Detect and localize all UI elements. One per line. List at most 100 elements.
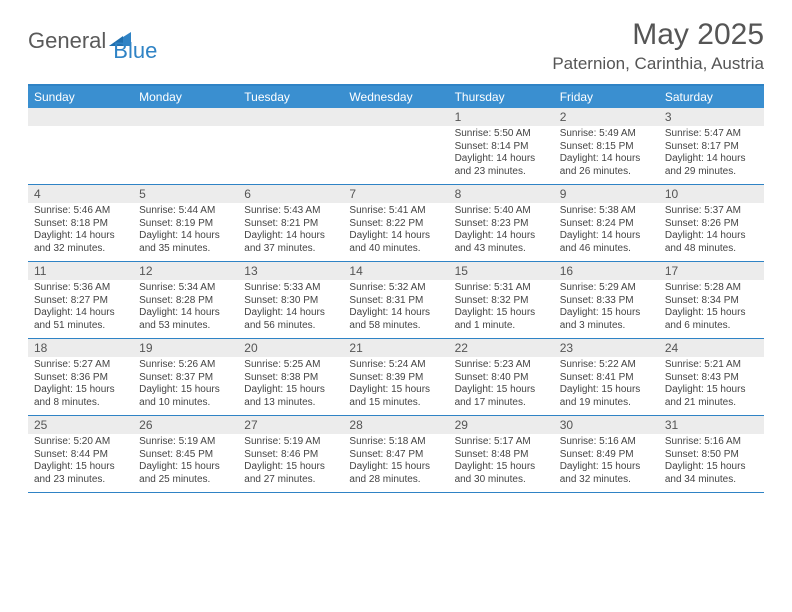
day-number <box>343 108 448 126</box>
calendar: Sunday Monday Tuesday Wednesday Thursday… <box>28 84 764 493</box>
day-number: 1 <box>449 108 554 126</box>
day-cell: Sunrise: 5:41 AMSunset: 8:22 PMDaylight:… <box>343 203 448 261</box>
sunset-text: Sunset: 8:19 PM <box>139 218 232 231</box>
day-cell <box>238 126 343 184</box>
day-of-week-row: Sunday Monday Tuesday Wednesday Thursday… <box>28 86 764 108</box>
day-cell: Sunrise: 5:19 AMSunset: 8:46 PMDaylight:… <box>238 434 343 492</box>
day-cell: Sunrise: 5:20 AMSunset: 8:44 PMDaylight:… <box>28 434 133 492</box>
day-cell: Sunrise: 5:28 AMSunset: 8:34 PMDaylight:… <box>659 280 764 338</box>
sunrise-text: Sunrise: 5:26 AM <box>139 359 232 372</box>
sunset-text: Sunset: 8:17 PM <box>665 141 758 154</box>
day-cell: Sunrise: 5:34 AMSunset: 8:28 PMDaylight:… <box>133 280 238 338</box>
sunrise-text: Sunrise: 5:32 AM <box>349 282 442 295</box>
day-number: 4 <box>28 185 133 203</box>
daylight-text: Daylight: 15 hours and 21 minutes. <box>665 384 758 409</box>
daylight-text: Daylight: 15 hours and 8 minutes. <box>34 384 127 409</box>
daylight-text: Daylight: 14 hours and 43 minutes. <box>455 230 548 255</box>
day-number: 31 <box>659 416 764 434</box>
daylight-text: Daylight: 14 hours and 40 minutes. <box>349 230 442 255</box>
daylight-text: Daylight: 15 hours and 1 minute. <box>455 307 548 332</box>
sunset-text: Sunset: 8:36 PM <box>34 372 127 385</box>
daylight-text: Daylight: 14 hours and 26 minutes. <box>560 153 653 178</box>
day-number: 20 <box>238 339 343 357</box>
sunrise-text: Sunrise: 5:17 AM <box>455 436 548 449</box>
day-cell: Sunrise: 5:24 AMSunset: 8:39 PMDaylight:… <box>343 357 448 415</box>
week-row: 18192021222324Sunrise: 5:27 AMSunset: 8:… <box>28 339 764 416</box>
day-number: 19 <box>133 339 238 357</box>
day-number: 23 <box>554 339 659 357</box>
sunset-text: Sunset: 8:18 PM <box>34 218 127 231</box>
day-cell: Sunrise: 5:18 AMSunset: 8:47 PMDaylight:… <box>343 434 448 492</box>
week-row: 25262728293031Sunrise: 5:20 AMSunset: 8:… <box>28 416 764 493</box>
day-number: 30 <box>554 416 659 434</box>
day-number: 24 <box>659 339 764 357</box>
sunrise-text: Sunrise: 5:44 AM <box>139 205 232 218</box>
sunrise-text: Sunrise: 5:28 AM <box>665 282 758 295</box>
sunrise-text: Sunrise: 5:43 AM <box>244 205 337 218</box>
sunrise-text: Sunrise: 5:38 AM <box>560 205 653 218</box>
daylight-text: Daylight: 15 hours and 15 minutes. <box>349 384 442 409</box>
daylight-text: Daylight: 14 hours and 56 minutes. <box>244 307 337 332</box>
day-cell: Sunrise: 5:22 AMSunset: 8:41 PMDaylight:… <box>554 357 659 415</box>
sunrise-text: Sunrise: 5:23 AM <box>455 359 548 372</box>
day-cell: Sunrise: 5:33 AMSunset: 8:30 PMDaylight:… <box>238 280 343 338</box>
sunrise-text: Sunrise: 5:31 AM <box>455 282 548 295</box>
day-number: 3 <box>659 108 764 126</box>
sunset-text: Sunset: 8:33 PM <box>560 295 653 308</box>
sunset-text: Sunset: 8:14 PM <box>455 141 548 154</box>
sunset-text: Sunset: 8:50 PM <box>665 449 758 462</box>
day-number: 11 <box>28 262 133 280</box>
day-number: 25 <box>28 416 133 434</box>
day-cell: Sunrise: 5:19 AMSunset: 8:45 PMDaylight:… <box>133 434 238 492</box>
sunset-text: Sunset: 8:43 PM <box>665 372 758 385</box>
logo: General Blue <box>28 18 157 64</box>
daylight-text: Daylight: 14 hours and 48 minutes. <box>665 230 758 255</box>
sunrise-text: Sunrise: 5:33 AM <box>244 282 337 295</box>
dow-sat: Saturday <box>659 86 764 108</box>
dow-wed: Wednesday <box>343 86 448 108</box>
sunset-text: Sunset: 8:22 PM <box>349 218 442 231</box>
daylight-text: Daylight: 15 hours and 28 minutes. <box>349 461 442 486</box>
daylight-text: Daylight: 15 hours and 13 minutes. <box>244 384 337 409</box>
daylight-text: Daylight: 15 hours and 3 minutes. <box>560 307 653 332</box>
logo-blue: Blue <box>113 38 157 64</box>
daylight-text: Daylight: 14 hours and 29 minutes. <box>665 153 758 178</box>
daylight-text: Daylight: 15 hours and 27 minutes. <box>244 461 337 486</box>
day-number: 14 <box>343 262 448 280</box>
sunrise-text: Sunrise: 5:27 AM <box>34 359 127 372</box>
daylight-text: Daylight: 14 hours and 35 minutes. <box>139 230 232 255</box>
day-number: 9 <box>554 185 659 203</box>
sunset-text: Sunset: 8:15 PM <box>560 141 653 154</box>
daylight-text: Daylight: 15 hours and 19 minutes. <box>560 384 653 409</box>
day-number <box>238 108 343 126</box>
sunset-text: Sunset: 8:39 PM <box>349 372 442 385</box>
day-cell: Sunrise: 5:43 AMSunset: 8:21 PMDaylight:… <box>238 203 343 261</box>
daylight-text: Daylight: 15 hours and 34 minutes. <box>665 461 758 486</box>
daylight-text: Daylight: 14 hours and 23 minutes. <box>455 153 548 178</box>
sunrise-text: Sunrise: 5:16 AM <box>560 436 653 449</box>
daynum-row: 45678910 <box>28 185 764 203</box>
day-cell: Sunrise: 5:16 AMSunset: 8:49 PMDaylight:… <box>554 434 659 492</box>
day-cell <box>343 126 448 184</box>
week-row: 45678910Sunrise: 5:46 AMSunset: 8:18 PMD… <box>28 185 764 262</box>
sunset-text: Sunset: 8:31 PM <box>349 295 442 308</box>
day-cell: Sunrise: 5:32 AMSunset: 8:31 PMDaylight:… <box>343 280 448 338</box>
sunset-text: Sunset: 8:46 PM <box>244 449 337 462</box>
sunrise-text: Sunrise: 5:46 AM <box>34 205 127 218</box>
sunset-text: Sunset: 8:23 PM <box>455 218 548 231</box>
day-number: 12 <box>133 262 238 280</box>
day-cell: Sunrise: 5:46 AMSunset: 8:18 PMDaylight:… <box>28 203 133 261</box>
sunrise-text: Sunrise: 5:29 AM <box>560 282 653 295</box>
dow-mon: Monday <box>133 86 238 108</box>
day-cell <box>28 126 133 184</box>
sunset-text: Sunset: 8:28 PM <box>139 295 232 308</box>
daynum-row: 25262728293031 <box>28 416 764 434</box>
sunrise-text: Sunrise: 5:16 AM <box>665 436 758 449</box>
day-cell: Sunrise: 5:31 AMSunset: 8:32 PMDaylight:… <box>449 280 554 338</box>
day-number: 10 <box>659 185 764 203</box>
title-block: May 2025 Paternion, Carinthia, Austria <box>552 18 764 74</box>
day-cell: Sunrise: 5:47 AMSunset: 8:17 PMDaylight:… <box>659 126 764 184</box>
daylight-text: Daylight: 14 hours and 51 minutes. <box>34 307 127 332</box>
day-cell <box>133 126 238 184</box>
sunrise-text: Sunrise: 5:50 AM <box>455 128 548 141</box>
